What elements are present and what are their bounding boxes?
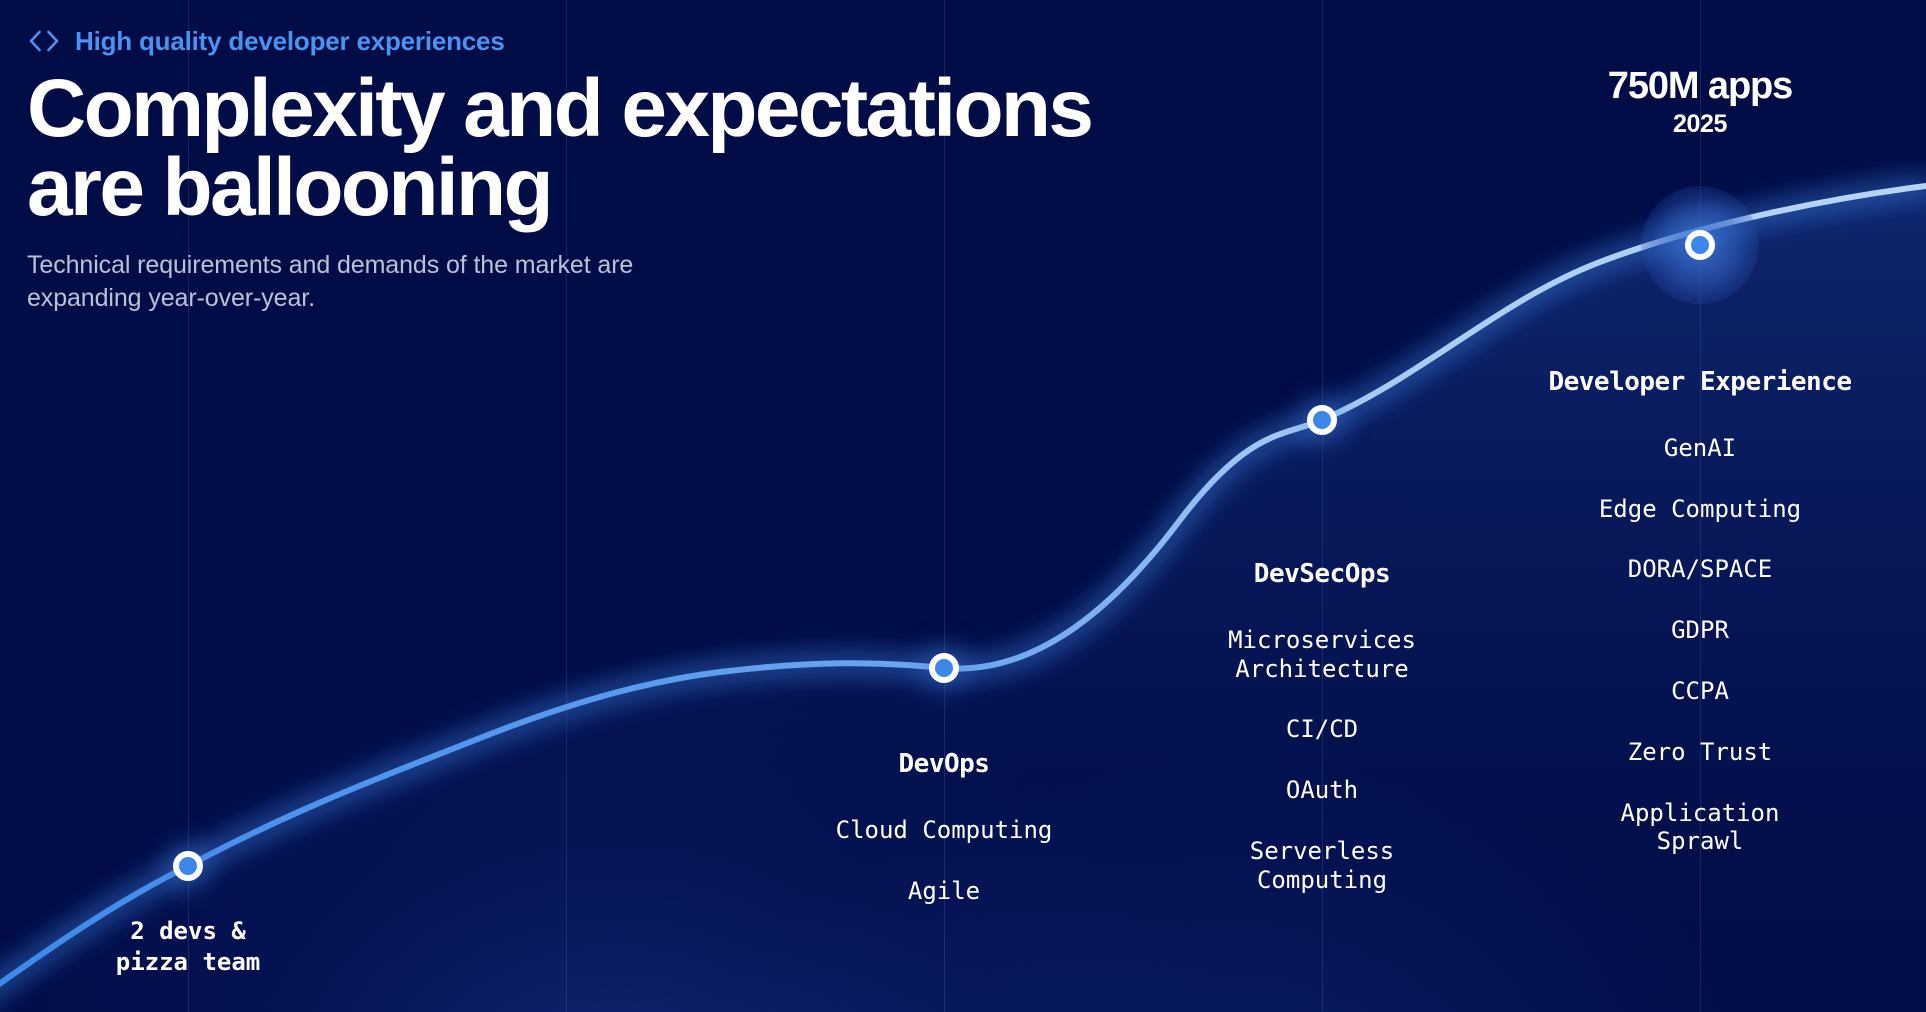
stage-title: DevSecOps (1253, 559, 1391, 589)
stage-column-developer-experience: Developer Experience GenAI Edge Computing D… (1470, 367, 1926, 856)
page-subtitle: Technical requirements and demands of th… (27, 251, 634, 313)
gridline-2 (944, 0, 945, 1012)
peak-callout: 750M apps 2025 (1607, 65, 1794, 140)
stage-item: Serverless Computing (1249, 837, 1395, 894)
eyebrow-label: High quality developer experiences (75, 25, 505, 56)
baseline-label: 2 devs & pizza team (115, 917, 261, 976)
data-point-marker-devops[interactable] (929, 653, 959, 683)
curve-area-fill (0, 186, 1926, 1012)
data-point-marker-devsecops[interactable] (1307, 405, 1337, 435)
stage-item: Agile (907, 876, 981, 905)
data-point-marker-baseline[interactable] (173, 851, 203, 881)
peak-value-label: 750M apps (1607, 65, 1794, 107)
stage-item: Microservices Architecture (1228, 625, 1416, 683)
gridline-0 (188, 0, 189, 1012)
stage-item: DORA/SPACE (1627, 555, 1773, 584)
stage-item: GDPR (1671, 616, 1729, 645)
code-icon (29, 30, 59, 52)
data-point-marker-devex[interactable] (1685, 230, 1715, 260)
header-block: High quality developer experiences Compl… (27, 20, 1157, 315)
peak-year-label: 2025 (1672, 109, 1727, 138)
stage-item: CI/CD (1285, 715, 1359, 744)
stage-title: Developer Experience (1548, 367, 1852, 397)
stage-item: Application Sprawl (1620, 798, 1780, 856)
page-title: Complexity and expectations are ballooni… (27, 63, 1094, 233)
stage-item: OAuth (1285, 776, 1359, 805)
stage-item: GenAI (1663, 433, 1737, 462)
stage-item: Edge Computing (1598, 494, 1802, 523)
stage-column-devsecops: DevSecOps Microservices Architecture CI/CD… (1092, 559, 1552, 895)
stage-item: Cloud Computing (835, 815, 1053, 844)
stage-item: Zero Trust (1627, 737, 1773, 766)
eyebrow-row: High quality developer experiences (27, 20, 1157, 62)
gridline-1 (566, 0, 567, 1012)
stage-title: DevOps (898, 749, 990, 779)
stage-column-devops: DevOps Cloud Computing Agile (714, 749, 1174, 905)
stage-item: CCPA (1671, 677, 1729, 706)
